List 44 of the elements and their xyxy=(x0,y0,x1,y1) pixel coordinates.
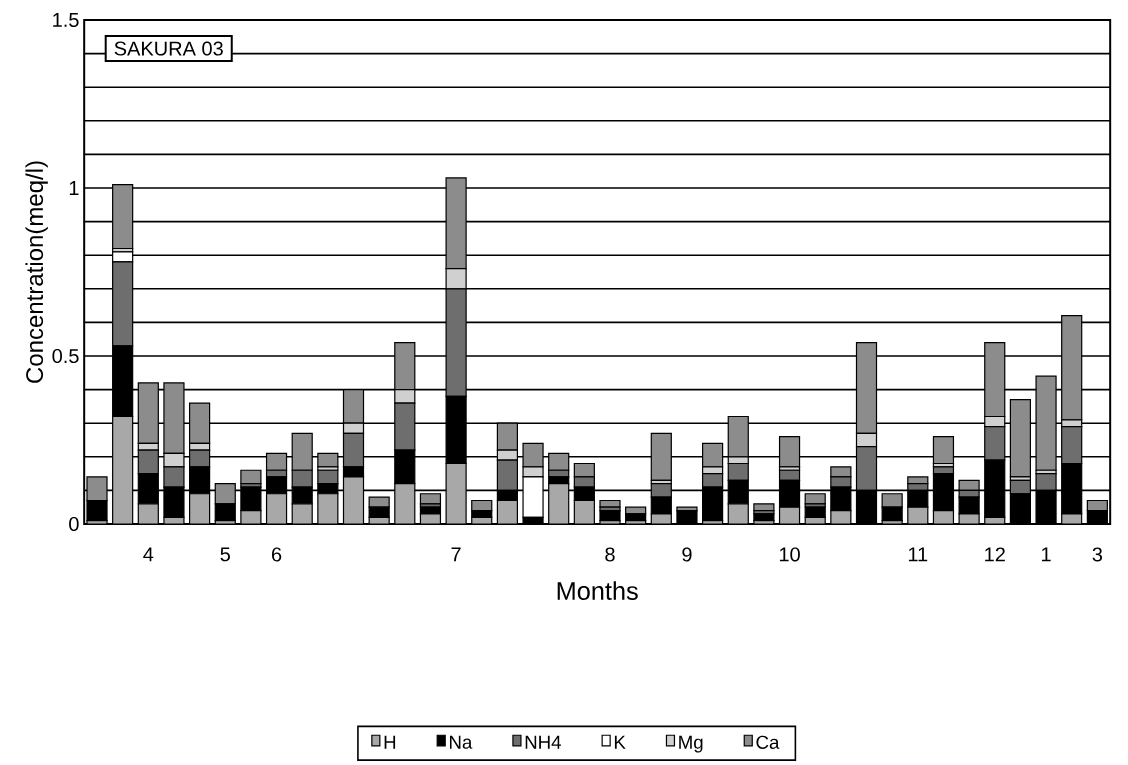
bar xyxy=(728,503,749,524)
x-tick-label: 5 xyxy=(220,547,230,562)
bar xyxy=(292,503,313,524)
x-axis-title: Months xyxy=(557,581,638,600)
y-axis-title: Concentration(meq/l) xyxy=(25,161,48,383)
x-tick-label: 4 xyxy=(143,547,154,562)
bar xyxy=(599,499,621,508)
bar xyxy=(112,184,134,250)
bar xyxy=(753,503,775,512)
legend-label: H xyxy=(384,735,396,749)
legend-label: Ca xyxy=(756,735,780,749)
x-tick-label: 12 xyxy=(985,547,1005,562)
bar xyxy=(240,469,262,485)
bar xyxy=(778,436,801,468)
y-tick-label: 0 xyxy=(69,516,79,532)
legend-label: Mg xyxy=(679,735,703,753)
bar xyxy=(394,483,415,524)
y-tick-label: 1.5 xyxy=(53,13,79,27)
bar xyxy=(548,483,569,524)
bar xyxy=(932,436,955,465)
bar xyxy=(1009,399,1031,478)
x-tick-label: 6 xyxy=(272,547,282,562)
bar xyxy=(1035,375,1057,471)
x-tick-label: 7 xyxy=(451,547,461,562)
y-tick-label: 1 xyxy=(69,181,79,195)
x-tick-label: 10 xyxy=(779,547,800,562)
x-tick-label: 3 xyxy=(1092,547,1103,562)
legend-label: NH4 xyxy=(525,735,561,749)
y-tick-label: 0.5 xyxy=(52,348,79,364)
text: SAKURA 03 xyxy=(114,41,223,56)
bar xyxy=(266,493,287,524)
x-tick-label: 11 xyxy=(908,547,928,562)
bar xyxy=(112,416,133,524)
legend-label: K xyxy=(614,735,626,749)
bar xyxy=(189,493,210,524)
bar xyxy=(394,449,416,485)
legend-label: Na xyxy=(449,735,473,749)
x-tick-label: 9 xyxy=(682,547,692,562)
bar xyxy=(343,476,364,524)
bar xyxy=(317,452,339,468)
x-tick-label: 1 xyxy=(1042,547,1051,562)
bar xyxy=(138,503,159,524)
bar xyxy=(650,432,672,481)
x-tick-label: 8 xyxy=(605,547,615,562)
